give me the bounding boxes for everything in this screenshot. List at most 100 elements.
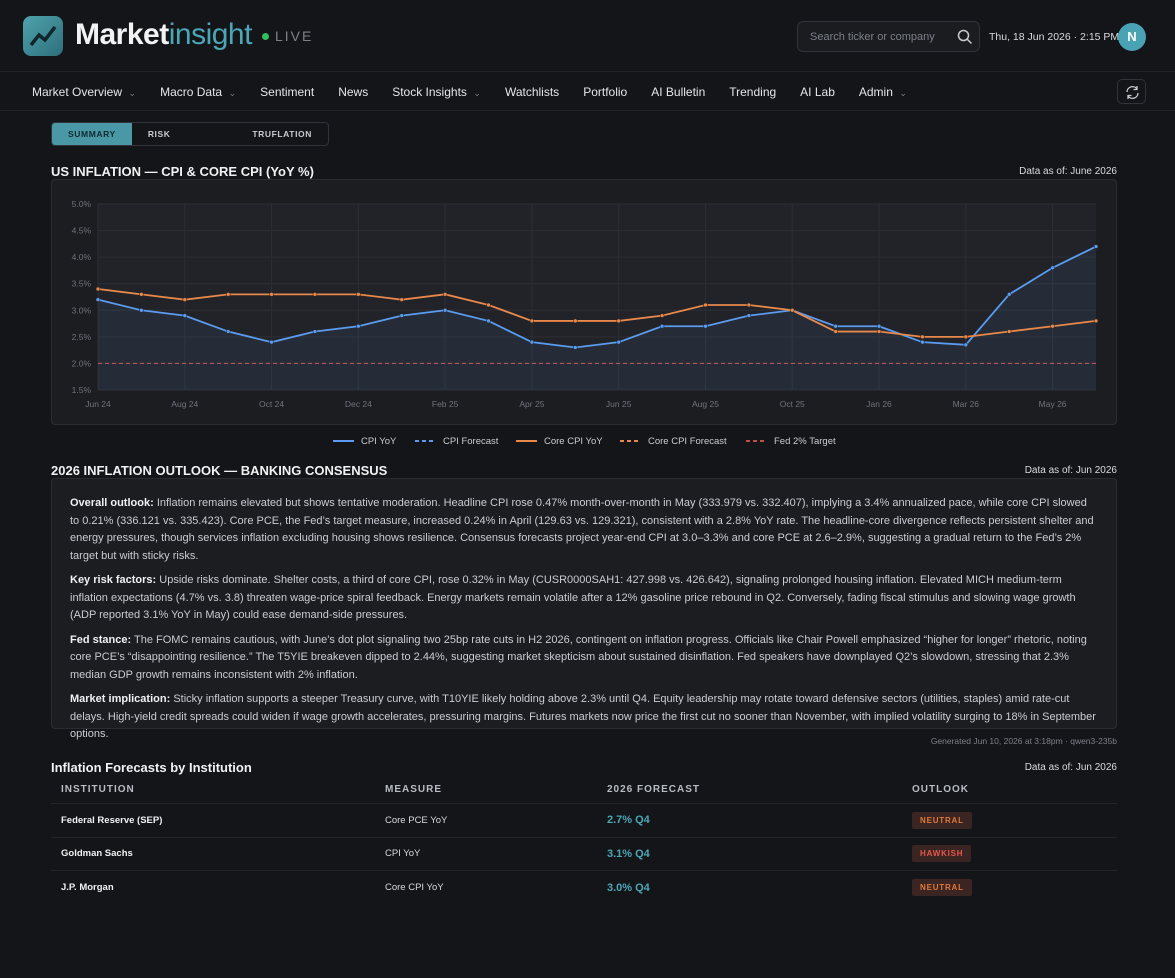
tab[interactable]: TRUFLATION bbox=[252, 129, 312, 139]
point bbox=[1093, 318, 1099, 324]
avatar[interactable]: N bbox=[1118, 23, 1146, 51]
nav-item[interactable]: Macro Data ⌄ bbox=[160, 85, 237, 99]
brand-accent: insight bbox=[168, 18, 253, 51]
point bbox=[486, 302, 491, 308]
chart: 1.5% 2.0% 2.5% 3.0% 3.5% 4.0% 4.5% 5.0% Jun 24 Au… bbox=[72, 199, 1099, 409]
table-row: Federal Reserve (SEP) Core PCE YoY 2.7% Q4… bbox=[51, 803, 1117, 837]
y-tick-label: 2.0% bbox=[72, 358, 92, 368]
point bbox=[746, 313, 752, 318]
tab[interactable]: SUMMARY bbox=[52, 123, 132, 145]
paragraph-label: Market implication: bbox=[70, 693, 171, 705]
nav-item[interactable]: Watchlists bbox=[504, 85, 560, 99]
x-tick-label: May 26 bbox=[1039, 399, 1067, 409]
paragraph-text: Sticky inflation supports a steeper Trea… bbox=[70, 693, 1096, 740]
point bbox=[573, 345, 578, 350]
table-title: Inflation Forecasts by Institution bbox=[51, 760, 252, 775]
point bbox=[442, 308, 448, 313]
nav-item[interactable]: Sentiment bbox=[260, 85, 315, 99]
cell: J.P. Morgan bbox=[51, 870, 375, 904]
chart-card: 1.5% 2.0% 2.5% 3.0% 3.5% 4.0% 4.5% 5.0% Jun 24 Au… bbox=[51, 179, 1117, 425]
nav-item[interactable]: Portfolio bbox=[583, 85, 628, 99]
y-tick-label: 1.5% bbox=[72, 385, 92, 395]
point bbox=[833, 323, 838, 329]
table-body: Federal Reserve (SEP) Core PCE YoY 2.7% Q4… bbox=[51, 803, 1117, 904]
point bbox=[486, 318, 491, 324]
point bbox=[790, 308, 795, 313]
cell: NEUTRAL bbox=[902, 870, 1117, 904]
point bbox=[225, 292, 231, 297]
point bbox=[833, 329, 838, 334]
outlook-paragraph: Overall outlook: Inflation remains eleva… bbox=[70, 495, 1098, 565]
paragraph-text: The FOMC remains cautious, with June’s d… bbox=[70, 633, 1087, 681]
y-tick-label: 5.0% bbox=[72, 199, 92, 209]
outlook-card: Overall outlook: Inflation remains eleva… bbox=[51, 478, 1117, 740]
point bbox=[95, 297, 101, 302]
paragraph-text: Upside risks dominate. Shelter costs, a … bbox=[70, 574, 1076, 621]
nav-item[interactable]: AI Bulletin bbox=[651, 85, 706, 99]
point bbox=[399, 297, 404, 302]
tab[interactable]: RISK DASHBOARD bbox=[147, 129, 171, 139]
point bbox=[746, 302, 752, 308]
x-tick-label: Oct 25 bbox=[780, 399, 805, 409]
cell: NEUTRAL bbox=[902, 803, 1117, 837]
point bbox=[356, 323, 361, 329]
point bbox=[920, 334, 925, 340]
x-tick-label: Aug 25 bbox=[692, 399, 719, 409]
legend: CPI YoY CPI Forecast Core CPI YoY Core CPI … bbox=[333, 436, 836, 447]
logo-icon bbox=[29, 25, 57, 47]
y-tick-label: 4.5% bbox=[72, 226, 92, 236]
point bbox=[182, 313, 188, 318]
nav-item[interactable]: Market Overview ⌄ bbox=[32, 85, 137, 99]
point bbox=[963, 334, 969, 340]
line bbox=[97, 288, 1097, 338]
logo[interactable] bbox=[23, 16, 63, 56]
datetime: Thu, 18 Jun 2026 · 2:15 PM bbox=[989, 31, 1120, 43]
point bbox=[312, 292, 318, 297]
nav-item[interactable]: News bbox=[338, 85, 369, 99]
point bbox=[1050, 323, 1055, 329]
column-header: 2026 FORECAST bbox=[607, 784, 701, 795]
search-box[interactable]: Search ticker or company bbox=[797, 21, 980, 52]
outlook-title: 2026 INFLATION OUTLOOK — BANKING CONSENS… bbox=[51, 463, 388, 478]
x-tick-label: Mar 26 bbox=[953, 399, 980, 409]
point bbox=[920, 339, 925, 345]
point bbox=[659, 323, 665, 329]
x-tick-label: Jun 25 bbox=[606, 399, 632, 409]
search-placeholder: Search ticker or company bbox=[810, 31, 935, 43]
point bbox=[399, 313, 404, 318]
cell: Core CPI YoY bbox=[375, 870, 597, 904]
point bbox=[1093, 244, 1099, 249]
search-icon[interactable] bbox=[957, 29, 973, 45]
nav-item[interactable]: Stock Insights ⌄ bbox=[392, 85, 481, 99]
as-of: Data as of: Jun 2026 bbox=[1024, 762, 1117, 773]
paragraph-text: Inflation remains elevated but shows ten… bbox=[70, 497, 1094, 562]
paragraph-label: Overall outlook: bbox=[70, 497, 154, 509]
nav-item[interactable]: AI Lab bbox=[800, 85, 835, 99]
point bbox=[1006, 292, 1012, 297]
point bbox=[703, 302, 708, 308]
brand[interactable]: Marketinsight bbox=[75, 18, 252, 52]
legend-label: Fed 2% Target bbox=[774, 436, 836, 447]
line bbox=[97, 245, 1097, 349]
cell: Federal Reserve (SEP) bbox=[51, 803, 375, 837]
table-row: J.P. Morgan Core CPI YoY 3.0% Q4 NEUTRAL bbox=[51, 870, 1117, 904]
point bbox=[529, 318, 535, 324]
nav-item[interactable]: Admin ⌄ bbox=[858, 85, 907, 99]
header: Marketinsight LIVE Search ticker or comp… bbox=[0, 0, 1175, 72]
column-header: MEASURE bbox=[385, 784, 443, 795]
cell: CPI YoY bbox=[375, 836, 597, 871]
y-tick-label: 3.0% bbox=[72, 305, 92, 315]
point bbox=[312, 329, 318, 334]
refresh-icon bbox=[1126, 86, 1139, 99]
point bbox=[182, 297, 188, 302]
point bbox=[963, 342, 969, 348]
outlook-badge: NEUTRAL bbox=[912, 811, 972, 829]
point bbox=[876, 323, 882, 329]
cell: 2.7% Q4 bbox=[597, 803, 902, 837]
cell: Core PCE YoY bbox=[375, 803, 597, 837]
live-indicator: LIVE bbox=[262, 28, 313, 44]
refresh-button[interactable] bbox=[1117, 79, 1146, 104]
point bbox=[876, 329, 882, 334]
nav-item[interactable]: Trending bbox=[729, 85, 777, 99]
